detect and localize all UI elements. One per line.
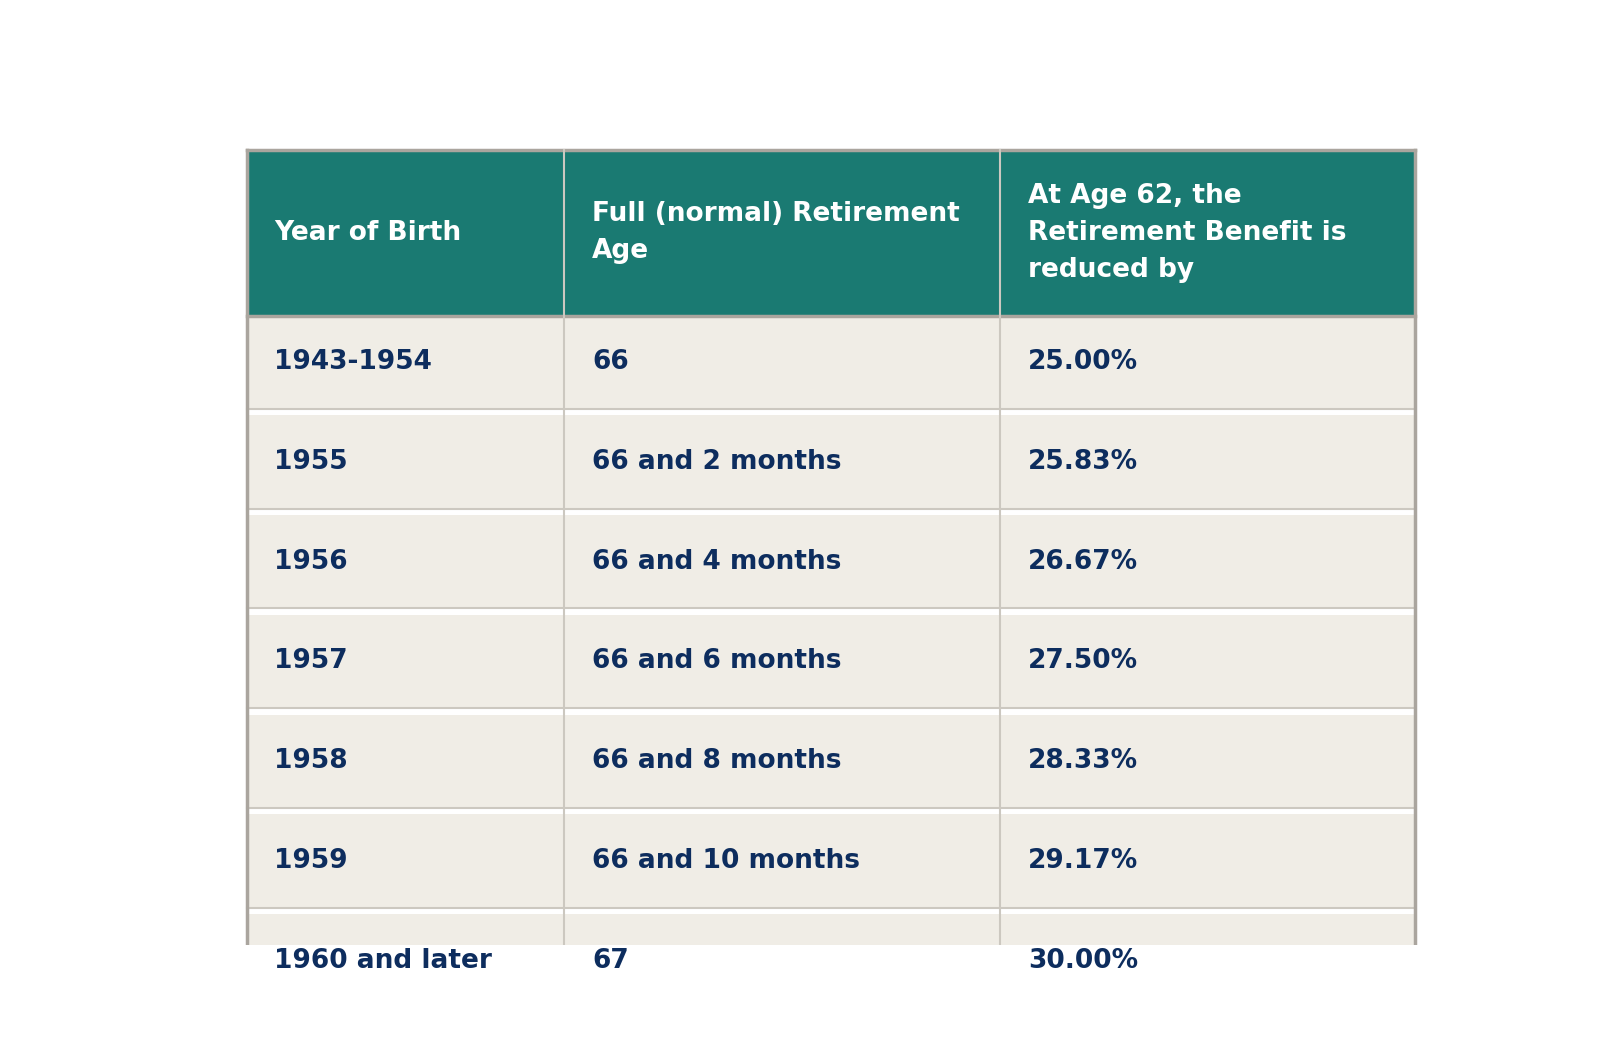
Bar: [246, 151, 564, 315]
Bar: [246, 715, 564, 808]
Text: 29.17%: 29.17%: [1028, 847, 1138, 874]
Bar: [564, 615, 1000, 708]
Text: 1958: 1958: [274, 749, 349, 774]
Text: 66: 66: [592, 349, 629, 375]
Text: 28.33%: 28.33%: [1028, 749, 1138, 774]
Bar: [246, 815, 564, 908]
Bar: [564, 715, 1000, 808]
Text: At Age 62, the
Retirement Benefit is
reduced by: At Age 62, the Retirement Benefit is red…: [1028, 183, 1347, 282]
Text: 25.83%: 25.83%: [1028, 449, 1138, 475]
Text: 30.00%: 30.00%: [1028, 947, 1138, 974]
Text: 67: 67: [592, 947, 629, 974]
Bar: [564, 415, 1000, 509]
Text: 1956: 1956: [274, 549, 349, 575]
Text: 66 and 2 months: 66 and 2 months: [592, 449, 841, 475]
Text: 66 and 8 months: 66 and 8 months: [592, 749, 841, 774]
Bar: [564, 515, 1000, 609]
Text: 1957: 1957: [274, 649, 349, 674]
Bar: [246, 315, 564, 409]
Text: 1960 and later: 1960 and later: [274, 947, 493, 974]
Bar: [564, 315, 1000, 409]
Text: 27.50%: 27.50%: [1028, 649, 1138, 674]
Text: 1943-1954: 1943-1954: [274, 349, 433, 375]
Bar: [1000, 315, 1415, 409]
Bar: [564, 151, 1000, 315]
Text: 66 and 10 months: 66 and 10 months: [592, 847, 861, 874]
Bar: [1000, 415, 1415, 509]
Text: 1959: 1959: [274, 847, 349, 874]
Bar: [246, 615, 564, 708]
Text: Year of Birth: Year of Birth: [274, 220, 462, 246]
Bar: [1000, 615, 1415, 708]
Bar: [246, 515, 564, 609]
Bar: [564, 815, 1000, 908]
Text: 25.00%: 25.00%: [1028, 349, 1138, 375]
Bar: [1000, 515, 1415, 609]
Text: 1955: 1955: [274, 449, 349, 475]
Text: Full (normal) Retirement
Age: Full (normal) Retirement Age: [592, 202, 960, 264]
Text: 26.67%: 26.67%: [1028, 549, 1138, 575]
Bar: [564, 914, 1000, 1008]
Bar: [1000, 914, 1415, 1008]
Text: 66 and 6 months: 66 and 6 months: [592, 649, 841, 674]
Bar: [1000, 151, 1415, 315]
Bar: [1000, 715, 1415, 808]
Bar: [246, 914, 564, 1008]
Bar: [1000, 815, 1415, 908]
Bar: [246, 415, 564, 509]
Text: 66 and 4 months: 66 and 4 months: [592, 549, 841, 575]
